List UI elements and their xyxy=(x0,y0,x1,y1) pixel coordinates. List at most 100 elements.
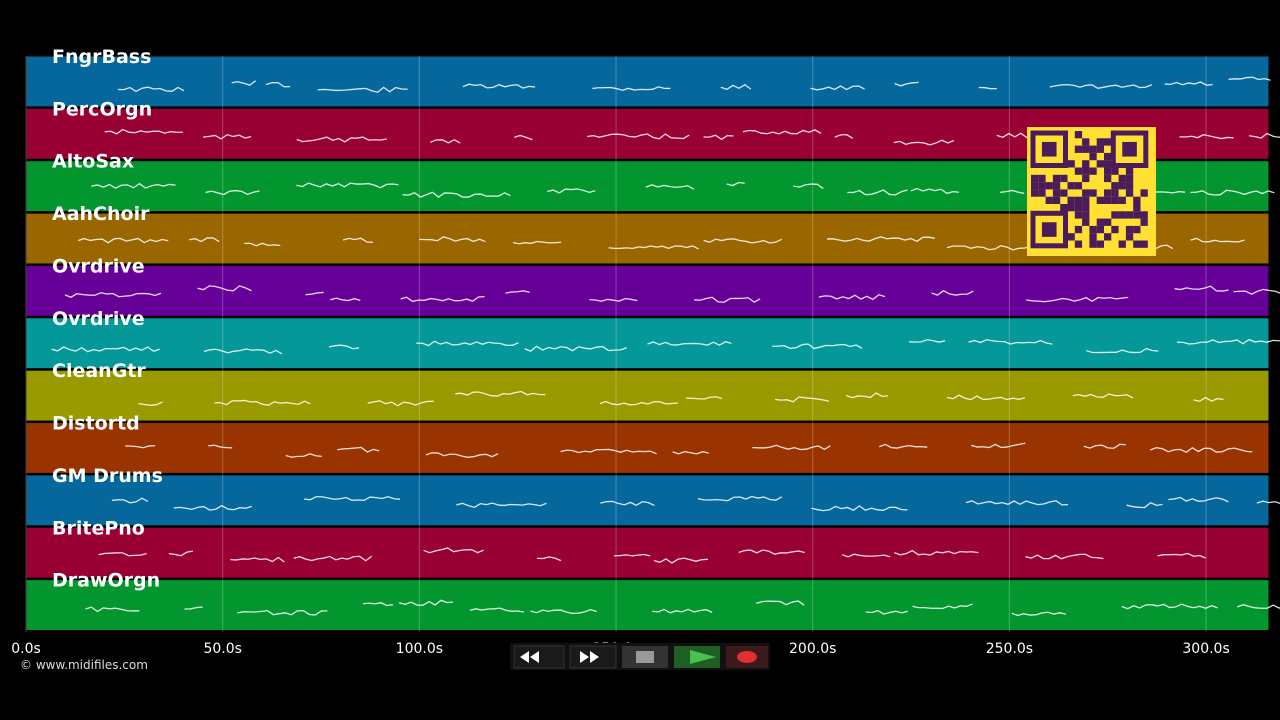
stop-button[interactable] xyxy=(622,646,668,668)
qr-module xyxy=(1052,182,1061,190)
note-trace xyxy=(184,606,203,610)
note-trace xyxy=(293,555,373,562)
qr-module xyxy=(1074,204,1083,212)
note-trace xyxy=(230,556,285,563)
qr-module xyxy=(1111,167,1119,175)
track-labels: FngrBass PercOrgn AltoSax AahChoir Ovrdrive O… xyxy=(52,46,163,592)
track-lane xyxy=(25,317,1270,370)
qr-module xyxy=(1125,211,1134,219)
qr-module xyxy=(1133,211,1141,219)
note-trace xyxy=(1233,288,1280,295)
note-trace xyxy=(893,139,955,146)
qr-finder-center xyxy=(1041,222,1057,237)
track-name: CleanGtr xyxy=(52,360,146,382)
note-trace xyxy=(77,237,169,244)
note-trace xyxy=(205,189,260,196)
time-tick-label: 100.0s xyxy=(396,641,443,657)
qr-module xyxy=(1118,174,1126,183)
note-trace xyxy=(1179,134,1234,140)
note-trace xyxy=(189,237,220,243)
qr-module xyxy=(1082,196,1090,204)
qr-module xyxy=(1074,145,1083,153)
time-tick-label: 300.0s xyxy=(1182,641,1229,657)
note-trace xyxy=(834,134,854,139)
note-trace xyxy=(547,188,596,194)
note-trace xyxy=(614,553,651,557)
qr-module xyxy=(1096,196,1104,204)
qr-module xyxy=(1074,131,1083,139)
qr-module xyxy=(1031,174,1039,183)
qr-module xyxy=(1082,211,1090,219)
notes xyxy=(51,76,1280,617)
note-trace xyxy=(1174,285,1229,292)
note-trace xyxy=(599,400,678,406)
qr-module xyxy=(1082,218,1090,226)
note-trace xyxy=(946,394,1026,401)
note-trace xyxy=(1190,189,1275,196)
qr-module xyxy=(1133,196,1141,204)
qr-module xyxy=(1118,211,1126,219)
qr-module xyxy=(1082,174,1090,183)
note-trace xyxy=(1193,396,1224,402)
qr-module xyxy=(1125,182,1134,190)
qr-module xyxy=(1140,211,1148,219)
note-trace xyxy=(1164,81,1213,86)
note-trace xyxy=(231,80,257,86)
qr-module xyxy=(1096,218,1104,226)
qr-finder xyxy=(1110,130,1149,168)
note-trace xyxy=(514,134,533,141)
track-name: AltoSax xyxy=(52,151,134,173)
qr-module xyxy=(1125,233,1134,241)
qr-module xyxy=(1125,225,1134,234)
note-trace xyxy=(847,189,908,196)
qr-module xyxy=(1125,167,1134,175)
note-trace xyxy=(208,444,233,449)
qr-code xyxy=(1027,127,1156,256)
qr-module xyxy=(1074,211,1083,219)
note-trace xyxy=(296,182,399,189)
play-button[interactable] xyxy=(674,646,720,668)
qr-module xyxy=(1104,196,1112,204)
time-tick-label: 250.0s xyxy=(986,641,1033,657)
note-trace xyxy=(111,497,149,504)
note-trace xyxy=(530,608,597,615)
qr-module xyxy=(1118,182,1126,190)
track-lane xyxy=(25,369,1270,422)
qr-module xyxy=(1067,182,1075,190)
qr-module xyxy=(1067,204,1075,212)
note-trace xyxy=(686,396,723,400)
qr-module xyxy=(1082,167,1090,175)
qr-module xyxy=(1118,240,1126,248)
note-trace xyxy=(203,133,252,140)
note-trace xyxy=(1150,447,1253,454)
qr-module xyxy=(1096,145,1104,153)
note-trace xyxy=(85,606,140,613)
track-name: Ovrdrive xyxy=(52,255,145,277)
qr-module xyxy=(1082,160,1090,168)
note-trace xyxy=(703,238,782,244)
transport-controls xyxy=(510,643,770,670)
qr-module xyxy=(1133,204,1141,212)
note-trace xyxy=(1237,604,1280,609)
track-name: AahChoir xyxy=(52,203,150,225)
qr-module xyxy=(1031,182,1039,190)
note-trace xyxy=(652,608,713,614)
note-trace xyxy=(720,83,752,91)
fast-forward-button[interactable] xyxy=(569,645,617,669)
record-button[interactable] xyxy=(726,646,768,668)
qr-module xyxy=(1111,189,1119,197)
qr-module xyxy=(1111,182,1119,190)
note-trace xyxy=(51,346,160,353)
rewind-button[interactable] xyxy=(513,645,565,669)
qr-module xyxy=(1052,174,1061,183)
qr-module xyxy=(1140,240,1148,248)
note-trace xyxy=(469,607,525,613)
note-trace xyxy=(592,86,671,92)
note-trace xyxy=(703,134,734,141)
qr-module xyxy=(1060,189,1068,197)
note-trace xyxy=(305,291,324,296)
qr-finder xyxy=(1030,130,1068,168)
note-trace xyxy=(1126,501,1163,509)
note-trace xyxy=(505,290,530,294)
